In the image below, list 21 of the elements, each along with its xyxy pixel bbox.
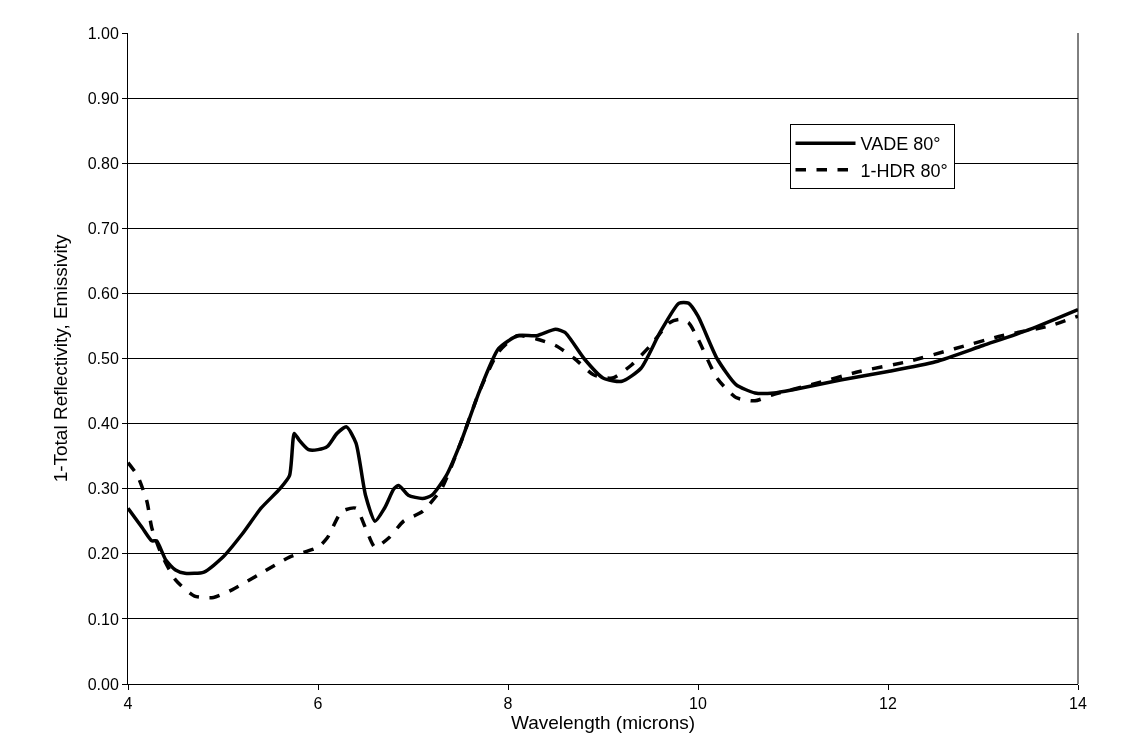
- y-tick-label: 0.40: [87, 415, 119, 433]
- y-tick-label: 0.50: [87, 350, 119, 368]
- y-tick-label: 0.60: [87, 285, 119, 302]
- x-tick-label: 8: [503, 695, 513, 713]
- y-tick-label: 0.10: [87, 610, 119, 628]
- x-tick-label: 10: [689, 695, 707, 713]
- y-tick-label: 0.20: [87, 545, 119, 563]
- y-tick-label: 0.00: [87, 675, 119, 693]
- legend-label: 1-HDR 80°: [860, 160, 948, 181]
- x-tick-label: 4: [123, 695, 133, 713]
- y-tick-label: 0.90: [87, 89, 119, 107]
- y-tick-label: 1.00: [87, 24, 119, 42]
- y-tick-label: 0.80: [87, 154, 119, 172]
- y-axis-title: 1-Total Reflectivity, Emissivity: [49, 234, 71, 483]
- legend-label: VADE 80°: [860, 134, 941, 155]
- x-tick-label: 14: [1069, 695, 1087, 713]
- x-tick-label: 12: [879, 695, 897, 713]
- y-tick-label: 0.70: [87, 219, 119, 237]
- x-tick-label: 6: [313, 695, 323, 713]
- y-tick-label: 0.30: [87, 480, 119, 498]
- x-axis-title: Wavelength (microns): [510, 712, 696, 734]
